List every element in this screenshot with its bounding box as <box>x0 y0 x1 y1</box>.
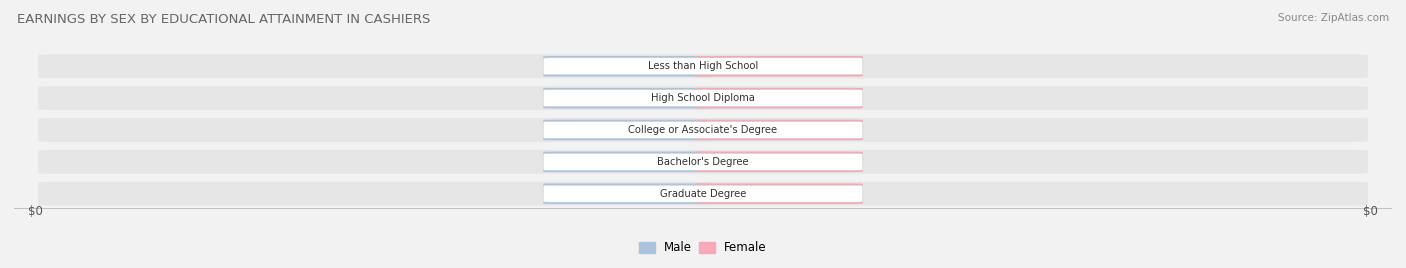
FancyBboxPatch shape <box>695 183 863 204</box>
FancyBboxPatch shape <box>695 152 863 172</box>
FancyBboxPatch shape <box>38 182 1368 206</box>
Text: College or Associate's Degree: College or Associate's Degree <box>628 125 778 135</box>
FancyBboxPatch shape <box>695 88 863 108</box>
Legend: Male, Female: Male, Female <box>634 237 772 259</box>
FancyBboxPatch shape <box>543 120 711 140</box>
Text: $0: $0 <box>28 205 42 218</box>
FancyBboxPatch shape <box>695 120 863 140</box>
Text: $0: $0 <box>620 189 634 199</box>
FancyBboxPatch shape <box>38 54 1368 78</box>
FancyBboxPatch shape <box>38 150 1368 174</box>
FancyBboxPatch shape <box>543 183 711 204</box>
Text: $0: $0 <box>1364 205 1378 218</box>
Text: $0: $0 <box>772 189 786 199</box>
Text: Bachelor's Degree: Bachelor's Degree <box>657 157 749 167</box>
FancyBboxPatch shape <box>543 90 863 107</box>
Text: $0: $0 <box>620 157 634 167</box>
FancyBboxPatch shape <box>543 58 863 75</box>
FancyBboxPatch shape <box>543 121 863 139</box>
Text: $0: $0 <box>772 157 786 167</box>
Text: $0: $0 <box>772 61 786 71</box>
FancyBboxPatch shape <box>543 56 711 77</box>
Text: Less than High School: Less than High School <box>648 61 758 71</box>
Text: $0: $0 <box>620 93 634 103</box>
Text: EARNINGS BY SEX BY EDUCATIONAL ATTAINMENT IN CASHIERS: EARNINGS BY SEX BY EDUCATIONAL ATTAINMEN… <box>17 13 430 27</box>
FancyBboxPatch shape <box>543 185 863 202</box>
FancyBboxPatch shape <box>543 88 711 108</box>
Text: $0: $0 <box>620 125 634 135</box>
Text: High School Diploma: High School Diploma <box>651 93 755 103</box>
FancyBboxPatch shape <box>38 86 1368 110</box>
Text: $0: $0 <box>772 125 786 135</box>
FancyBboxPatch shape <box>38 118 1368 142</box>
FancyBboxPatch shape <box>695 56 863 77</box>
FancyBboxPatch shape <box>543 152 711 172</box>
FancyBboxPatch shape <box>543 153 863 170</box>
Text: $0: $0 <box>620 61 634 71</box>
Text: $0: $0 <box>772 93 786 103</box>
Text: Graduate Degree: Graduate Degree <box>659 189 747 199</box>
Text: Source: ZipAtlas.com: Source: ZipAtlas.com <box>1278 13 1389 23</box>
